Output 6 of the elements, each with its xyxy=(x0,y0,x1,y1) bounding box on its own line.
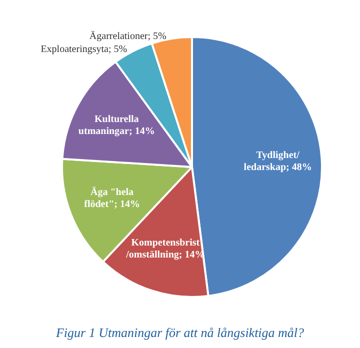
slice-label: Ägarrelationer; 5% xyxy=(89,30,166,42)
slice-label: Äga "hela flödet"; 14% xyxy=(84,186,140,210)
text: Figur 1 Utmaningar för att nå långsiktiga mål? xyxy=(54,325,305,340)
slice-label: Tydlighet/ ledarskap; 48% xyxy=(244,150,312,174)
slice-label: Kulturella utmaningar; 14% xyxy=(78,114,155,138)
slice-label: Exploateringsyta; 5% xyxy=(40,44,128,55)
